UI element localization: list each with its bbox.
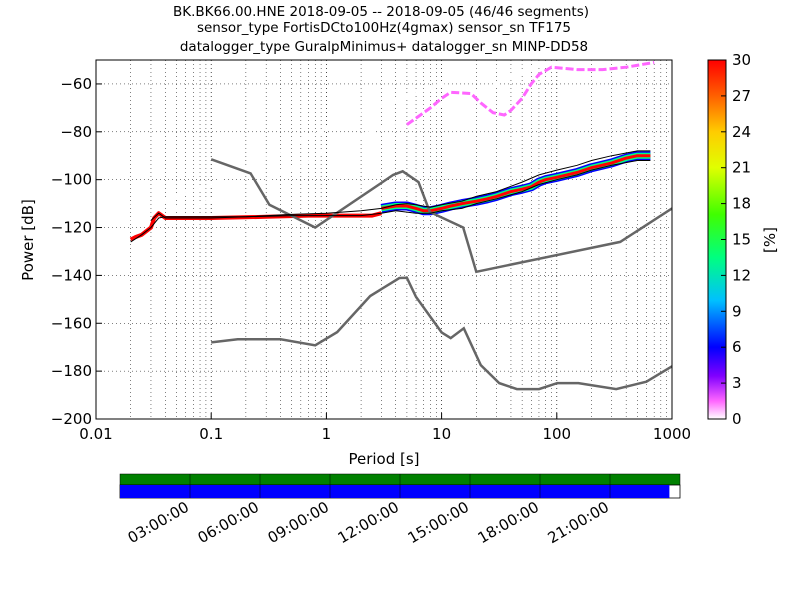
plot-frame	[95, 59, 673, 420]
title-line-1: BK.BK66.00.HNE 2018-09-05 -- 2018-09-05 …	[173, 4, 589, 20]
colorbar-tick-label: 18	[732, 195, 751, 213]
colorbar-tick-label: 0	[732, 410, 742, 428]
percentile-line-5th	[130, 160, 651, 243]
noise-models	[210, 158, 672, 391]
noise-model-low	[211, 276, 672, 391]
y-tick-label: −80	[60, 123, 92, 141]
x-tick-label: 10	[432, 425, 451, 443]
timeline-tick-label: 21:00:00	[545, 498, 612, 547]
y-tick-label: −120	[51, 219, 92, 237]
y-tick-label: −200	[51, 410, 92, 428]
x-tick-label: 1000	[653, 425, 691, 443]
noise-model-high	[210, 158, 672, 274]
sparse-psd-band	[130, 60, 655, 208]
colorbar-tick-label: 9	[732, 302, 742, 320]
psd-density-band	[381, 154, 651, 213]
timeline-tick-label: 18:00:00	[475, 498, 542, 547]
timeline-tick-label: 09:00:00	[265, 498, 332, 547]
x-tick-label: 0.1	[199, 425, 223, 443]
x-tick-label: 1	[322, 425, 332, 443]
colorbar-tick-label: 30	[732, 51, 751, 69]
timeline-tick-label: 15:00:00	[405, 498, 472, 547]
colorbar-tick-label: 27	[732, 87, 751, 105]
title-line-3: datalogger_type GuralpMinimus+ datalogge…	[180, 39, 588, 55]
timeline-tick-label: 06:00:00	[195, 498, 262, 547]
x-axis-ticks: 0.01 0.1 1 10 100 1000	[79, 413, 691, 443]
sparse-psd-band	[406, 60, 655, 126]
percentile-lines	[130, 150, 651, 243]
y-tick-label: −180	[51, 362, 92, 380]
timeline-psd-bar	[120, 485, 670, 498]
title-line-2: sensor_type FortisDCto100Hz(4gmax) senso…	[197, 20, 571, 36]
x-tick-label: 100	[542, 425, 571, 443]
y-tick-label: −140	[51, 266, 92, 284]
colorbar-tick-label: 21	[732, 159, 751, 177]
colorbar-tick-label: 15	[732, 231, 751, 249]
timeline-coverage: 03:00:00 06:00:00 09:00:00 12:00:00 15:00:00…	[119, 473, 681, 547]
timeline-tick-label: 03:00:00	[125, 498, 192, 547]
density-bands	[129, 60, 655, 242]
x-tick-label: 0.01	[79, 425, 112, 443]
colorbar-tick-label: 12	[732, 266, 751, 284]
y-tick-label: −60	[60, 75, 92, 93]
timeline-tick-label: 12:00:00	[335, 498, 402, 547]
y-tick-label: −160	[51, 314, 92, 332]
y-axis-ticks: −60 −80 −100 −120 −140 −160 −180 −200	[51, 75, 102, 428]
colorbar-tick-label: 24	[732, 123, 751, 141]
plot-grid	[96, 60, 672, 419]
colorbar-tick-label: 3	[732, 374, 742, 392]
colorbar-label: [%]	[761, 227, 779, 253]
colorbar-tick-label: 6	[732, 338, 742, 356]
colorbar-ticks: 0 3 6 9 12 15 18 21 24 27 30	[721, 51, 751, 428]
sparse-psd-band	[130, 60, 655, 222]
percentile-line-95th	[150, 150, 651, 221]
x-axis-label: Period [s]	[348, 450, 419, 468]
y-axis-label: Power [dB]	[19, 199, 37, 281]
y-tick-label: −100	[51, 171, 92, 189]
